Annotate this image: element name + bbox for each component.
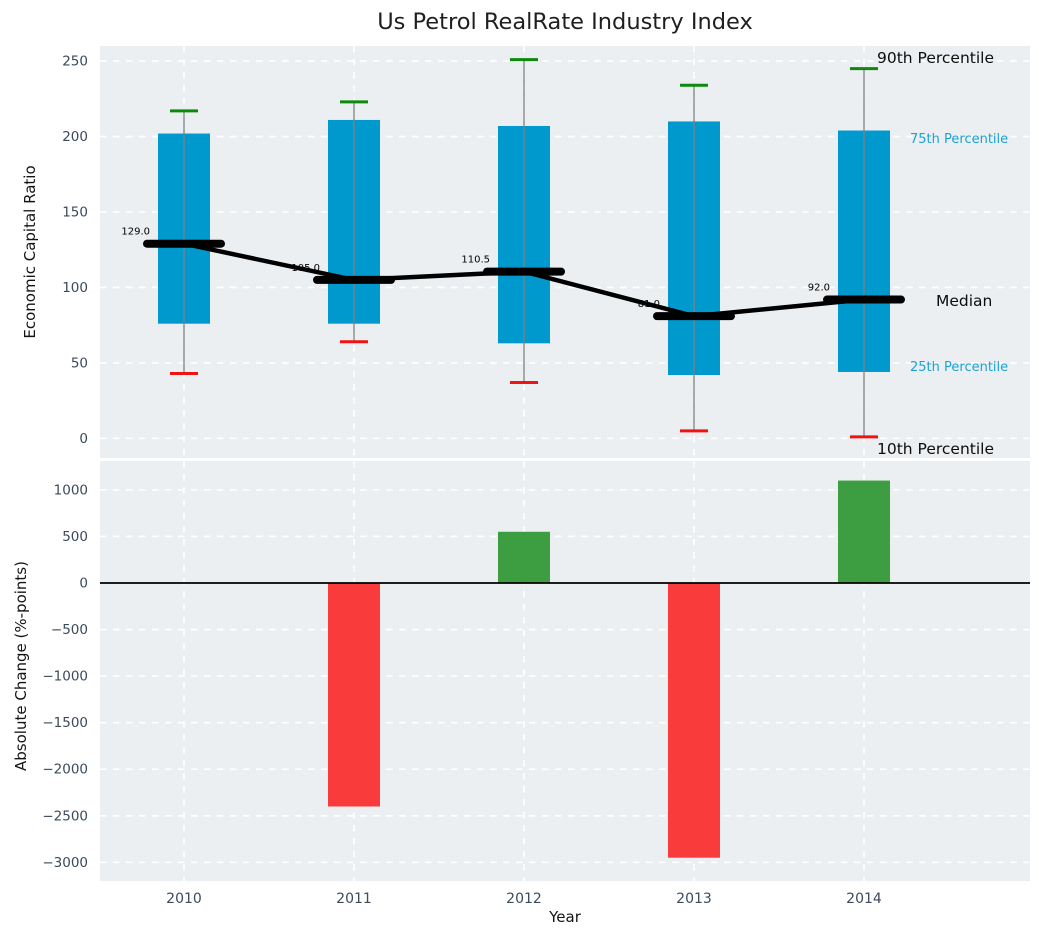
x-axis-label: Year — [549, 908, 581, 926]
change-bar-2014 — [838, 480, 890, 583]
annotation-25th-percentile: 25th Percentile — [910, 360, 1008, 375]
x-tick-2013: 2013 — [676, 891, 712, 907]
change-bar-2013 — [668, 582, 720, 858]
panel-backgrounds — [100, 46, 1030, 881]
change-bar-2012 — [498, 531, 550, 583]
median-value-label-2010: 129.0 — [121, 227, 150, 238]
upper-y-tick-labels: 0 50 100 150 200 250 — [62, 54, 88, 447]
annotation-median: Median — [936, 292, 992, 310]
upper-y-tick-0: 0 — [79, 431, 88, 447]
lower-y-tick--1500: −1500 — [42, 715, 88, 731]
lower-y-tick--500: −500 — [51, 622, 88, 638]
median-series: 129.0 105.0 110.5 81.0 92.0 — [121, 227, 905, 321]
median-value-label-2014: 92.0 — [808, 283, 830, 294]
x-tick-2014: 2014 — [846, 891, 882, 907]
upper-y-tick-150: 150 — [62, 205, 88, 221]
lower-y-tick-labels: 1000 500 0 −500 −1000 −1500 −2000 −2500 −3000 — [42, 482, 88, 871]
upper-y-tick-200: 200 — [62, 129, 88, 145]
annotation-90th-percentile: 90th Percentile — [877, 49, 994, 67]
x-tick-labels: 2010 2011 2012 2013 2014 — [166, 891, 882, 907]
lower-y-tick-500: 500 — [62, 529, 88, 545]
percentile-boxes — [158, 58, 890, 439]
lower-y-tick--2000: −2000 — [42, 762, 88, 778]
lower-y-tick-0: 0 — [79, 575, 88, 591]
lower-y-tick--1000: −1000 — [42, 669, 88, 685]
upper-y-tick-100: 100 — [62, 280, 88, 296]
upper-panel-bg — [100, 46, 1030, 458]
x-tick-2011: 2011 — [336, 891, 372, 907]
median-value-label-2013: 81.0 — [638, 299, 660, 310]
change-bar-2011 — [328, 582, 380, 807]
median-value-label-2011: 105.0 — [291, 263, 320, 274]
x-tick-2012: 2012 — [506, 891, 542, 907]
upper-y-tick-50: 50 — [71, 355, 88, 371]
lower-y-tick--2500: −2500 — [42, 808, 88, 824]
chart-title: Us Petrol RealRate Industry Index — [377, 9, 753, 35]
annotation-10th-percentile: 10th Percentile — [877, 440, 994, 458]
lower-y-tick-1000: 1000 — [54, 482, 88, 498]
annotation-75th-percentile: 75th Percentile — [910, 132, 1008, 147]
lower-panel-bg — [100, 461, 1030, 881]
x-tick-2010: 2010 — [166, 891, 202, 907]
upper-y-tick-250: 250 — [62, 54, 88, 70]
median-value-label-2012: 110.5 — [461, 255, 490, 266]
percentile-annotations: 90th Percentile 75th Percentile Median 25th… — [877, 49, 1008, 458]
change-bars — [100, 480, 1030, 858]
lower-y-tick--3000: −3000 — [42, 855, 88, 871]
